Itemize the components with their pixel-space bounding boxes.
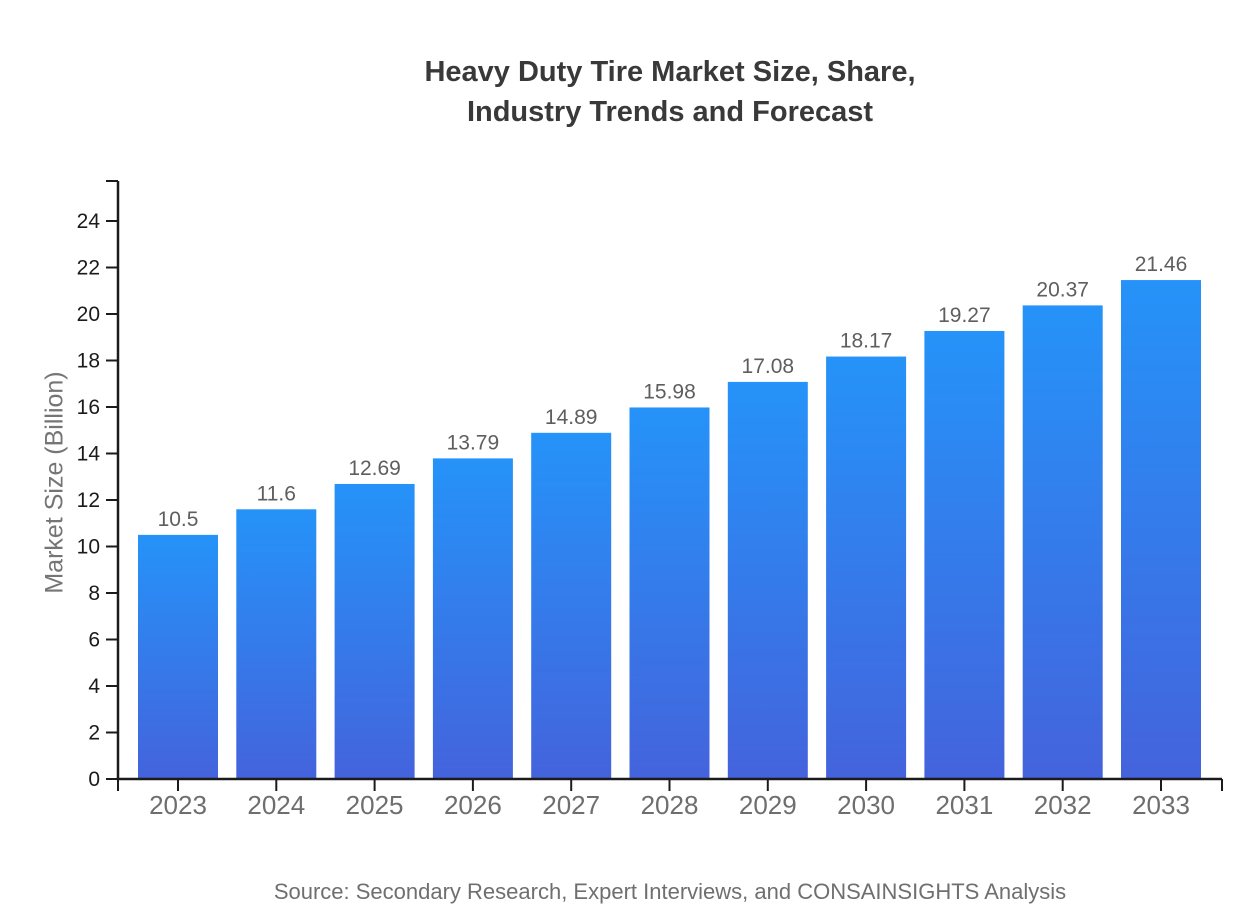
bar-value-label: 21.46: [1135, 253, 1188, 276]
x-tick-label: 2033: [1132, 790, 1190, 820]
bar-2032: [1022, 305, 1103, 779]
bar-value-label: 14.89: [545, 406, 598, 429]
x-tick-label: 2026: [444, 790, 502, 820]
bar-2025: [334, 483, 415, 779]
y-tick-label: 10: [77, 536, 100, 559]
x-tick-label: 2027: [542, 790, 600, 820]
y-tick-label: 14: [77, 443, 101, 466]
x-tick-label: 2031: [935, 790, 993, 820]
y-tick-label: 4: [88, 675, 100, 698]
y-tick-label: 20: [77, 303, 100, 326]
y-tick-label: 2: [88, 722, 100, 745]
y-tick-label: 12: [77, 489, 100, 512]
bar-2028: [629, 407, 710, 779]
x-tick-label: 2030: [837, 790, 895, 820]
bar-2023: [138, 534, 218, 779]
bar-value-label: 18.17: [840, 330, 893, 353]
bar-value-label: 11.6: [257, 482, 296, 505]
bar-value-label: 20.37: [1036, 278, 1089, 301]
chart-title: Heavy Duty Tire Market Size, Share, Indu…: [80, 52, 1260, 132]
x-tick-label: 2023: [149, 790, 207, 820]
chart-title-line2: Industry Trends and Forecast: [466, 96, 874, 128]
bar-value-label: 17.08: [742, 355, 795, 378]
x-tick-label: 2029: [739, 790, 797, 820]
x-tick-label: 2024: [247, 790, 305, 820]
bar-value-label: 10.5: [158, 508, 199, 531]
bar-value-label: 12.69: [348, 457, 401, 480]
y-tick-label: 24: [77, 210, 101, 233]
y-tick-label: 22: [77, 257, 100, 280]
bar-2031: [924, 330, 1005, 779]
bar-2026: [432, 458, 513, 779]
y-tick-label: 8: [88, 582, 100, 605]
x-tick-label: 2028: [641, 790, 699, 820]
bar-value-label: 15.98: [643, 380, 696, 403]
y-tick-label: 16: [77, 396, 100, 419]
bar-value-label: 19.27: [938, 304, 991, 327]
bar-2033: [1121, 280, 1201, 779]
bar-2029: [727, 381, 808, 779]
bar-value-label: 13.79: [447, 431, 500, 454]
y-tick-label: 0: [88, 768, 100, 791]
y-tick-label: 6: [88, 629, 100, 652]
bar-2030: [826, 356, 907, 779]
x-tick-label: 2032: [1034, 790, 1092, 820]
y-tick-label: 18: [77, 350, 100, 373]
source-note: Source: Secondary Research, Expert Inter…: [273, 879, 1067, 904]
bar-2027: [531, 432, 612, 779]
bar-2024: [236, 509, 317, 779]
chart-title-line1: Heavy Duty Tire Market Size, Share,: [424, 56, 916, 88]
x-tick-label: 2025: [346, 790, 404, 820]
